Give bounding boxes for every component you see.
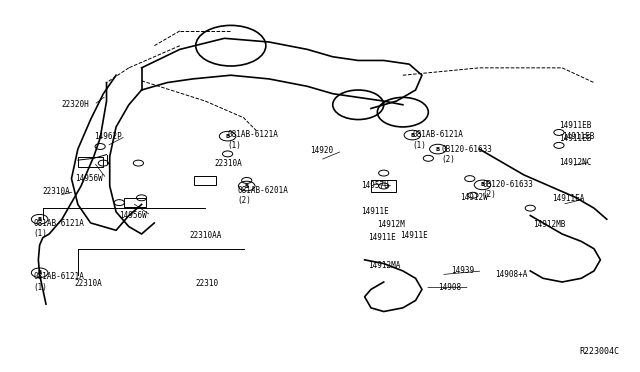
Text: 14920: 14920 xyxy=(310,147,333,155)
Text: 081AB-6121A
(1): 081AB-6121A (1) xyxy=(33,219,84,238)
Text: 14911EB: 14911EB xyxy=(559,121,591,129)
Text: 14956W: 14956W xyxy=(119,211,147,220)
Text: B: B xyxy=(436,147,440,151)
Text: 22310AA: 22310AA xyxy=(189,231,221,240)
Text: 14912NC: 14912NC xyxy=(559,157,591,167)
Text: 22310: 22310 xyxy=(196,279,219,288)
Text: B: B xyxy=(481,182,484,187)
Bar xyxy=(371,180,396,192)
Text: 14912M: 14912M xyxy=(378,220,405,229)
Text: 22310A: 22310A xyxy=(215,159,243,169)
Text: 22310A: 22310A xyxy=(43,187,70,196)
Text: 14911E: 14911E xyxy=(399,231,428,240)
Text: 14939: 14939 xyxy=(451,266,474,275)
Text: B: B xyxy=(244,183,249,189)
Text: 14962P: 14962P xyxy=(94,132,122,141)
Text: 081AB-6121A
(1): 081AB-6121A (1) xyxy=(228,130,278,150)
Text: 22320H: 22320H xyxy=(62,100,90,109)
Text: 22310A: 22310A xyxy=(75,279,102,288)
Text: B: B xyxy=(38,270,42,275)
Text: B: B xyxy=(225,134,230,139)
Text: 14911E: 14911E xyxy=(368,233,396,242)
Text: 081AB-6121A
(1): 081AB-6121A (1) xyxy=(33,272,84,292)
Text: 14912MB: 14912MB xyxy=(534,220,566,229)
Text: 14911EA: 14911EA xyxy=(552,195,585,203)
Text: 14911E: 14911E xyxy=(362,207,389,217)
Text: B: B xyxy=(38,217,42,222)
Bar xyxy=(124,198,147,207)
Text: 081AB-6201A
(2): 081AB-6201A (2) xyxy=(237,186,288,205)
Text: 14908+A: 14908+A xyxy=(495,270,527,279)
Text: 0B120-61633
(2): 0B120-61633 (2) xyxy=(441,145,492,164)
Text: 14908: 14908 xyxy=(438,283,461,292)
Bar xyxy=(78,157,103,167)
Text: 14912W: 14912W xyxy=(460,193,488,202)
Text: 14957U: 14957U xyxy=(362,182,389,190)
Text: 14911EB: 14911EB xyxy=(562,132,595,141)
Text: 14956W: 14956W xyxy=(75,174,102,183)
Text: 14912MA: 14912MA xyxy=(368,261,400,270)
Text: 081AB-6121A
(1): 081AB-6121A (1) xyxy=(412,130,463,150)
Text: B: B xyxy=(410,132,415,138)
Text: 0B120-61633
(2): 0B120-61633 (2) xyxy=(483,180,533,199)
Text: 14911EB: 14911EB xyxy=(559,134,591,142)
Text: R223004C: R223004C xyxy=(579,347,620,356)
Bar xyxy=(194,176,216,185)
